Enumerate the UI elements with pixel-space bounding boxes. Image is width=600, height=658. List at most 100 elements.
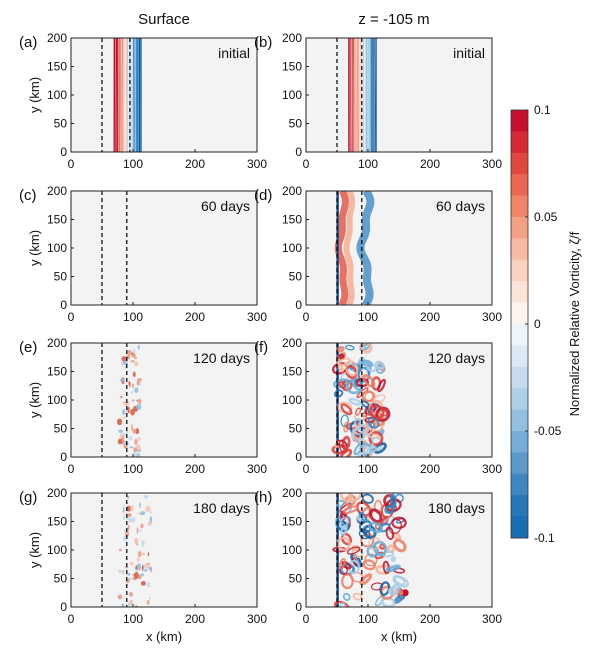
panel-label: (d) [254, 187, 272, 204]
filament [121, 435, 125, 443]
x-tick-label: 0 [303, 310, 310, 324]
y-axis-label: y (km) [27, 532, 42, 568]
filament [139, 528, 142, 532]
positive-eddy [347, 493, 363, 503]
filament [131, 399, 134, 403]
x-tick-label: 100 [358, 157, 378, 171]
front-texture [374, 38, 376, 152]
time-label: 120 days [193, 350, 250, 366]
front-texture [354, 38, 356, 152]
colorbar: Normalized Relative Vorticity, ζ/f 0.1 0.… [510, 103, 582, 545]
positive-eddy [359, 573, 373, 586]
front-stripe [375, 38, 377, 152]
filament [124, 401, 130, 406]
filament [138, 398, 142, 405]
filament [121, 356, 127, 362]
filament [127, 578, 131, 580]
colorbar-segment [511, 302, 528, 325]
front-stripe [374, 38, 376, 152]
filament [136, 403, 142, 410]
x-tick-label: 200 [185, 462, 205, 476]
filament [119, 378, 125, 382]
positive-eddy [352, 592, 363, 601]
filament [122, 536, 128, 541]
filament [122, 409, 126, 415]
positive-eddy [385, 526, 395, 541]
front-texture [357, 38, 360, 152]
colorbar-segment [511, 452, 528, 475]
time-label: 60 days [436, 198, 485, 214]
colorbar-segment [511, 345, 528, 368]
x-tick-label: 200 [420, 612, 440, 626]
panel-label: (g) [19, 489, 37, 506]
filament [135, 428, 140, 435]
front-stripe [140, 38, 142, 152]
front-texture [356, 38, 358, 152]
filament [144, 562, 150, 569]
front-stripe [122, 38, 124, 152]
filament [140, 580, 146, 586]
front-stripe [127, 38, 129, 152]
negative-eddy [367, 417, 380, 429]
filament [131, 352, 134, 356]
vorticity-field [332, 493, 410, 607]
filament [124, 566, 129, 569]
filament [149, 510, 152, 514]
x-tick-label: 200 [420, 462, 440, 476]
y-tick-label: 150 [47, 515, 67, 529]
y-tick-label: 100 [282, 543, 302, 557]
filament [140, 511, 146, 514]
positive-eddy [343, 421, 350, 433]
y-tick-label: 200 [47, 336, 67, 350]
colorbar-segment [511, 259, 528, 282]
y-axis-label: y (km) [27, 77, 42, 113]
colorbar-segment [511, 516, 528, 539]
panel-label: (a) [19, 34, 37, 51]
filament [140, 573, 144, 577]
positive-eddy [364, 553, 378, 567]
colorbar-segment [511, 324, 528, 346]
filament [126, 517, 132, 521]
y-tick-label: 50 [289, 270, 303, 284]
isolated-eddy [401, 589, 409, 597]
negative-eddy [361, 493, 374, 504]
filament [130, 390, 133, 394]
positive-eddy [336, 536, 351, 551]
filament [145, 506, 151, 512]
negative-eddy [355, 450, 365, 457]
negative-band [356, 191, 375, 305]
front-stripe [136, 38, 138, 152]
negative-eddy [390, 555, 397, 563]
filament [131, 383, 134, 389]
vorticity-field [331, 343, 391, 457]
negative-eddy [384, 504, 396, 515]
x-tick-label: 300 [482, 157, 502, 171]
negative-eddy [385, 564, 401, 573]
filament [136, 449, 142, 452]
front-stripe [113, 38, 115, 152]
vorticity-field [348, 38, 377, 152]
filament [139, 502, 141, 509]
positive-eddy [336, 357, 351, 367]
y-tick-label: 100 [47, 543, 67, 557]
filament [141, 564, 144, 572]
y-tick-label: 50 [289, 117, 303, 131]
filament [130, 505, 134, 512]
filament [118, 548, 122, 552]
x-tick-label: 200 [185, 612, 205, 626]
filament [131, 423, 133, 431]
y-tick-label: 0 [295, 298, 302, 312]
negative-eddy [336, 499, 345, 508]
panel-d: 0 100 200 300 0 50 100 150 200 (d) 60 days [254, 184, 502, 324]
isolated-eddy [398, 590, 404, 596]
positive-eddy [367, 537, 381, 550]
filament [132, 428, 137, 434]
vorticity-field [116, 344, 142, 457]
positive-eddy [362, 559, 377, 571]
front-stripe [123, 38, 125, 152]
filament [123, 529, 129, 533]
panel-label: (e) [19, 339, 37, 356]
filament [133, 447, 137, 453]
positive-eddy [341, 560, 352, 570]
positive-eddy [338, 380, 347, 389]
